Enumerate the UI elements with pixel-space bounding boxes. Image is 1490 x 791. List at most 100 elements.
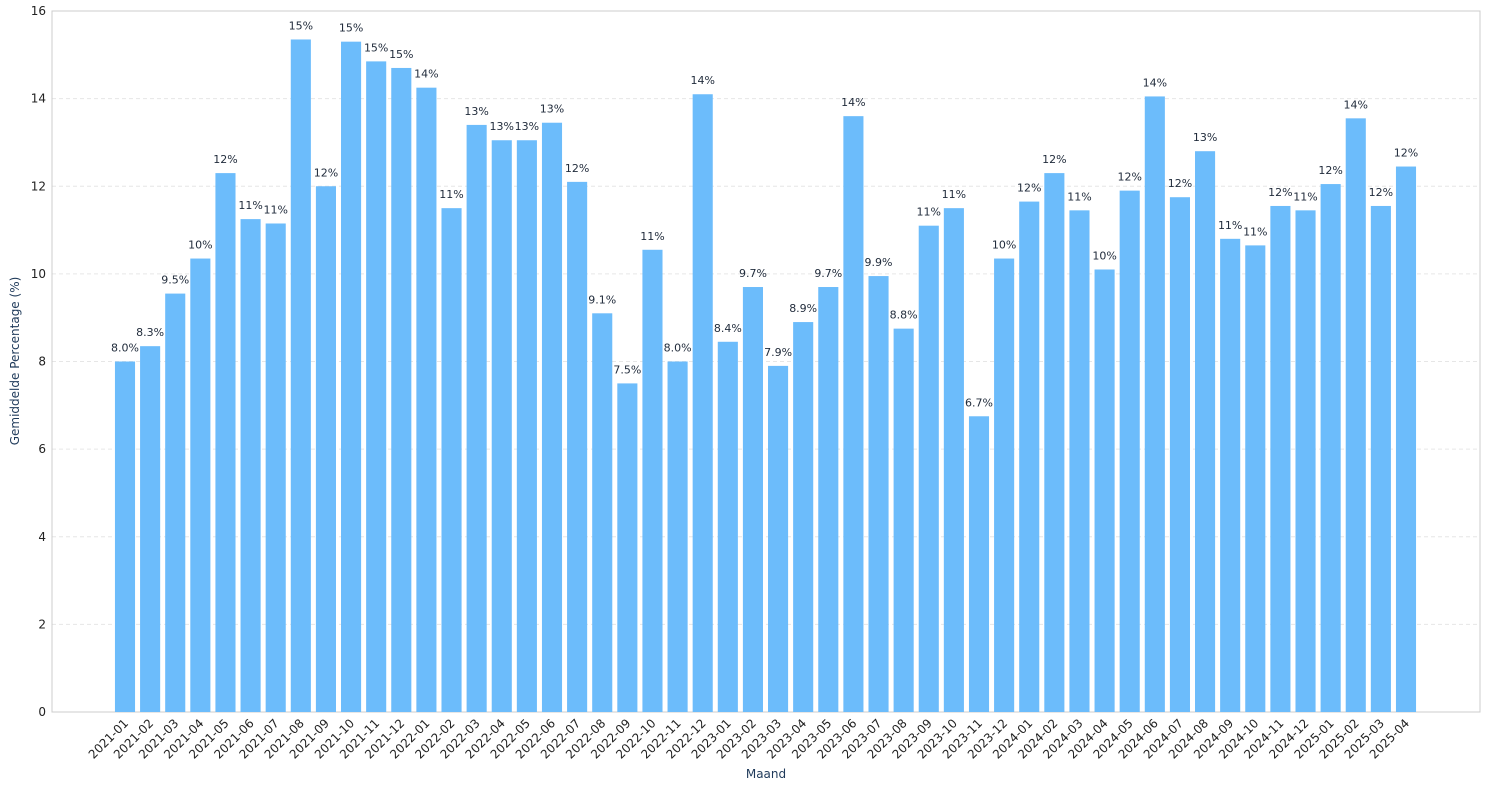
data-label-2023-05: 9.7%	[814, 267, 842, 280]
data-label-2023-03: 7.9%	[764, 346, 792, 359]
bar-2024-05	[1119, 190, 1140, 713]
data-label-2021-12: 15%	[389, 48, 413, 61]
data-label-2023-09: 11%	[917, 206, 941, 219]
data-label-2024-08: 13%	[1193, 131, 1217, 144]
data-label-2022-11: 8.0%	[664, 342, 692, 355]
data-label-2021-06: 11%	[238, 199, 262, 212]
bar-2023-07	[868, 276, 889, 712]
bar-2023-08	[893, 328, 914, 712]
x-axis-ticks: 2021-012021-022021-032021-042021-052021-…	[86, 716, 1412, 761]
bar-2021-02	[140, 346, 161, 712]
bar-2021-04	[190, 258, 211, 712]
data-label-2021-01: 8.0%	[111, 342, 139, 355]
data-label-2021-03: 9.5%	[161, 274, 189, 287]
data-label-2024-01: 12%	[1017, 182, 1041, 195]
data-label-2025-01: 12%	[1318, 164, 1342, 177]
bar-2022-07	[567, 181, 588, 712]
bar-2021-01	[114, 361, 136, 712]
bar-2022-02	[441, 208, 462, 712]
data-label-2022-08: 9.1%	[588, 293, 616, 306]
data-label-2024-10: 11%	[1243, 225, 1267, 238]
data-label-2024-05: 12%	[1117, 171, 1141, 184]
bar-2025-01	[1320, 184, 1341, 712]
data-label-2025-02: 14%	[1344, 98, 1368, 111]
bar-2023-09	[918, 225, 939, 712]
bar-2023-12	[994, 258, 1015, 712]
bar-2024-08	[1195, 151, 1216, 712]
bar-2021-06	[240, 219, 261, 712]
y-axis-label: Gemiddelde Percentage (%)	[8, 277, 22, 446]
bar-2024-03	[1069, 210, 1090, 713]
bar-2021-10	[341, 41, 362, 712]
bar-2025-03	[1370, 205, 1391, 712]
bar-2022-01	[416, 87, 437, 712]
data-label-2023-06: 14%	[841, 96, 865, 109]
data-label-2023-08: 8.8%	[890, 309, 918, 322]
data-label-2021-09: 12%	[314, 166, 338, 179]
y-tick-label: 2	[38, 617, 46, 631]
data-label-2021-10: 15%	[339, 22, 363, 35]
data-label-2023-12: 10%	[992, 239, 1016, 252]
bar-2024-02	[1044, 173, 1065, 712]
y-tick-label: 4	[38, 530, 46, 544]
bar-2021-09	[315, 186, 336, 712]
bar-2025-02	[1345, 118, 1366, 712]
data-label-2023-07: 9.9%	[865, 256, 893, 269]
bar-2021-12	[391, 67, 412, 713]
bar-2024-07	[1169, 197, 1190, 712]
plot-area-frame	[51, 10, 1481, 713]
data-label-2024-03: 11%	[1067, 190, 1091, 203]
data-label-2022-06: 13%	[540, 103, 564, 116]
bars	[114, 39, 1417, 713]
bar-2021-11	[366, 61, 387, 712]
data-label-2022-10: 11%	[640, 230, 664, 243]
bar-2024-09	[1220, 238, 1241, 712]
bar-2021-08	[290, 39, 311, 712]
data-label-2023-01: 8.4%	[714, 322, 742, 335]
data-label-2021-02: 8.3%	[136, 326, 164, 339]
bar-2022-11	[667, 361, 688, 712]
data-label-2022-05: 13%	[515, 120, 539, 133]
data-label-2021-08: 15%	[289, 19, 313, 32]
bar-2022-05	[516, 140, 537, 712]
y-tick-label: 10	[31, 267, 46, 281]
data-label-2022-09: 7.5%	[613, 363, 641, 376]
bar-2024-01	[1019, 201, 1040, 712]
data-label-2024-04: 10%	[1092, 249, 1116, 262]
y-tick-label: 14	[31, 92, 46, 106]
bar-2023-03	[768, 365, 789, 712]
data-label-2021-04: 10%	[188, 239, 212, 252]
bar-2022-03	[466, 124, 487, 713]
bar-2023-04	[793, 322, 814, 712]
y-tick-label: 6	[38, 442, 46, 456]
bar-2023-01	[717, 341, 738, 712]
data-label-2025-03: 12%	[1369, 186, 1393, 199]
data-label-2023-02: 9.7%	[739, 267, 767, 280]
data-label-2024-06: 14%	[1143, 76, 1167, 89]
y-tick-label: 8	[38, 355, 46, 369]
data-label-2021-05: 12%	[213, 153, 237, 166]
data-label-2024-02: 12%	[1042, 153, 1066, 166]
bar-2024-12	[1295, 210, 1316, 713]
data-label-2022-02: 11%	[439, 188, 463, 201]
x-axis-label: Maand	[746, 767, 786, 781]
data-label-2024-07: 12%	[1168, 177, 1192, 190]
bar-2022-10	[642, 249, 663, 712]
data-labels: 8.0%8.3%9.5%10%12%11% 11%15%12%15%15%15%1…	[111, 19, 1418, 409]
data-label-2022-07: 12%	[565, 162, 589, 175]
data-label-2022-12: 14%	[690, 74, 714, 87]
bar-2023-06	[843, 116, 864, 712]
bar-2021-07	[265, 223, 286, 712]
data-label-2023-11: 6.7%	[965, 396, 993, 409]
bar-2025-04	[1395, 166, 1417, 713]
bar-2024-06	[1144, 96, 1165, 712]
bar-2021-03	[165, 293, 186, 712]
bar-2022-09	[617, 383, 638, 712]
data-label-2022-01: 14%	[414, 68, 438, 81]
bar-2023-11	[968, 416, 990, 712]
data-label-2024-09: 11%	[1218, 219, 1242, 232]
data-label-2022-04: 13%	[490, 120, 514, 133]
data-label-2023-04: 8.9%	[789, 302, 817, 315]
y-tick-label: 0	[38, 705, 46, 719]
